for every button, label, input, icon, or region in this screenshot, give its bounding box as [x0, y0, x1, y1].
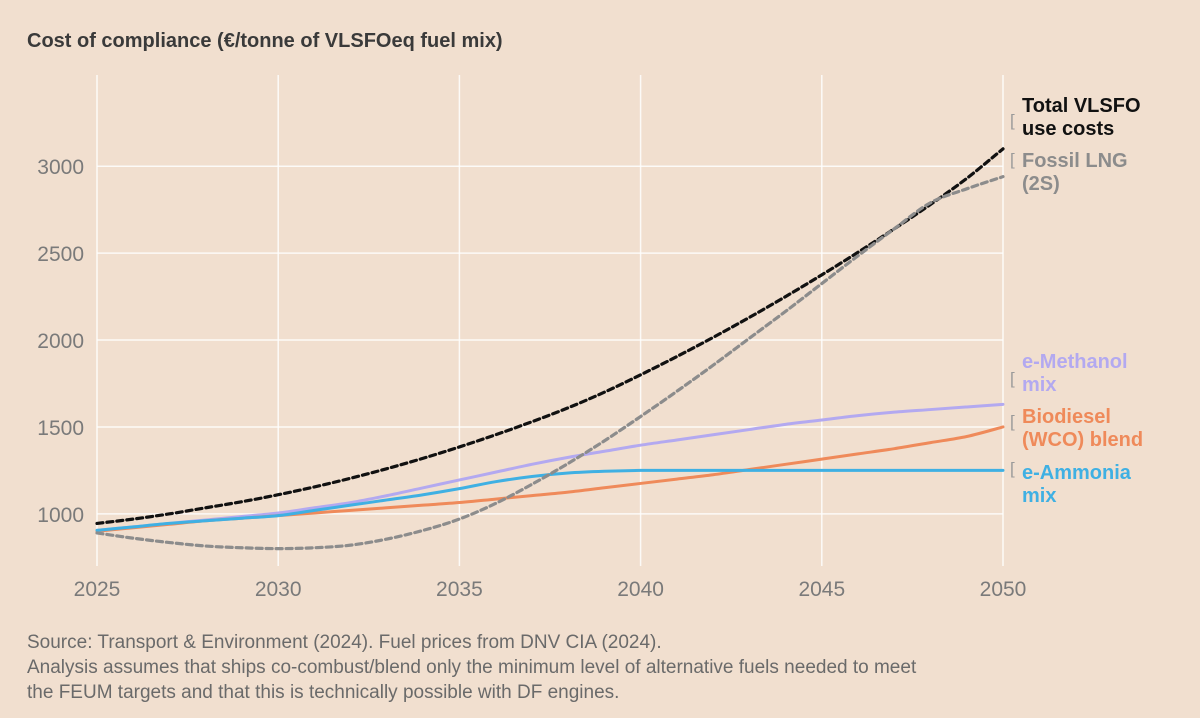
- series-label-biodiesel-wco-blend-line-2: (WCO) blend: [1022, 429, 1143, 451]
- x-tick-label-2050: 2050: [980, 578, 1027, 601]
- y-tick-label-2500: 2500: [37, 243, 84, 266]
- x-tick-label-2035: 2035: [436, 578, 483, 601]
- label-bracket-fossil-lng-2s: [: [1010, 150, 1015, 169]
- gridlines: [96, 75, 1004, 566]
- label-bracket-e-ammonia-mix: [: [1010, 459, 1015, 478]
- source-line-3: the FEUM targets and that this is techni…: [27, 682, 620, 703]
- y-axis: 1000 1500 2000 2500 3000: [37, 156, 84, 527]
- series-label-e-ammonia-mix-line-1: e-Ammonia: [1022, 462, 1132, 484]
- series-line-fossil-lng-2s: [95, 175, 1005, 551]
- x-tick-label-2040: 2040: [617, 578, 664, 601]
- label-bracket-total-vlsfo-use-costs: [: [1010, 111, 1015, 130]
- x-tick-label-2030: 2030: [255, 578, 302, 601]
- label-bracket-biodiesel-wco-blend: [: [1010, 412, 1015, 431]
- y-tick-label-1000: 1000: [37, 504, 84, 527]
- series-label-e-ammonia-mix-line-2: mix: [1022, 485, 1056, 507]
- source-note: Source: Transport & Environment (2024). …: [27, 630, 1192, 705]
- x-tick-label-2045: 2045: [798, 578, 845, 601]
- y-tick-label-1500: 1500: [37, 417, 84, 440]
- series-label-biodiesel-wco-blend-line-1: Biodiesel: [1022, 406, 1111, 428]
- series-label-fossil-lng-2s-line-2: (2S): [1022, 173, 1060, 195]
- series-label-fossil-lng-2s-line-1: Fossil LNG: [1022, 150, 1128, 172]
- series-line-total-vlsfo-use-costs: [95, 147, 1005, 526]
- series-label-total-vlsfo-use-costs-line-1: Total VLSFO: [1022, 95, 1141, 117]
- series-label-e-methanol-mix-line-2: mix: [1022, 374, 1056, 396]
- label-bracket-e-methanol-mix: [: [1010, 369, 1015, 388]
- series-label-total-vlsfo-use-costs-line-2: use costs: [1022, 118, 1114, 140]
- chart-title: Cost of compliance (€/tonne of VLSFOeq f…: [27, 30, 503, 52]
- series-lines: [95, 147, 1005, 551]
- source-line-2: Analysis assumes that ships co-combust/b…: [27, 657, 917, 678]
- source-line-1: Source: Transport & Environment (2024). …: [27, 632, 662, 653]
- series-line-biodiesel-wco-blend: [95, 425, 1005, 533]
- y-tick-label-3000: 3000: [37, 156, 84, 179]
- series-line-e-ammonia-mix: [95, 468, 1005, 532]
- x-axis: 2025 2030 2035 2040 2045 2050: [74, 578, 1027, 601]
- y-tick-label-2000: 2000: [37, 330, 84, 353]
- series-line-e-methanol-mix: [95, 402, 1005, 532]
- x-tick-label-2025: 2025: [74, 578, 121, 601]
- series-label-e-methanol-mix-line-1: e-Methanol: [1022, 351, 1128, 373]
